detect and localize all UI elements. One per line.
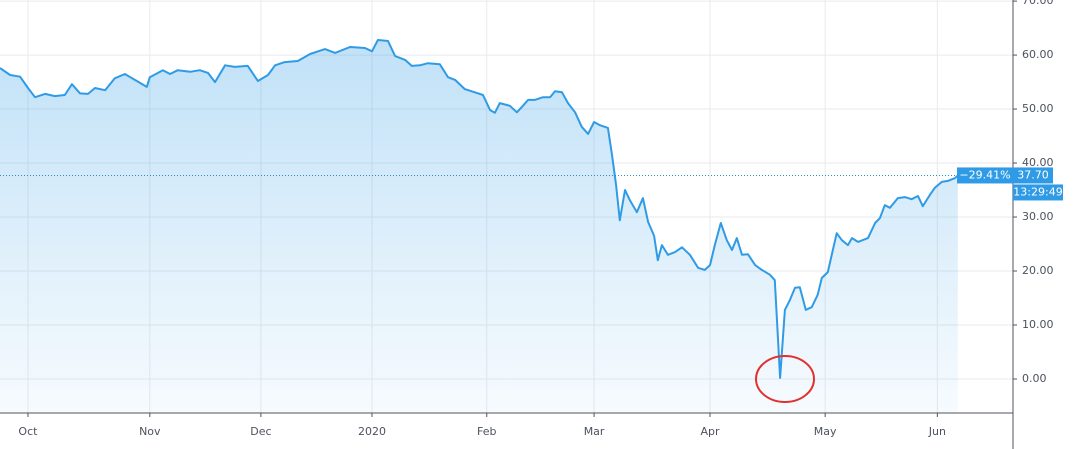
x-tick-label: 2020 xyxy=(358,425,386,438)
x-tick-label: Mar xyxy=(584,425,605,438)
y-tick-label: 70.00 xyxy=(1022,0,1054,7)
y-tick-label: 20.00 xyxy=(1022,264,1054,277)
y-tick-label: 50.00 xyxy=(1022,102,1054,115)
price-badge xyxy=(1013,167,1053,184)
y-tick-label: 0.00 xyxy=(1022,372,1047,385)
y-tick-label: 60.00 xyxy=(1022,48,1054,61)
plot xyxy=(0,39,1013,413)
area xyxy=(0,40,958,413)
countdown: 13:29:49 xyxy=(1013,185,1062,198)
x-tick-label: Jun xyxy=(928,425,946,438)
axes: 0.00 10.00 20.00 30.00 40.00 50.00 60.00 70.00 O… xyxy=(18,0,1063,438)
line xyxy=(0,39,959,379)
x-tick-label: Oct xyxy=(18,425,38,438)
y-tick-label: 30.00 xyxy=(1022,210,1054,223)
x-tick-label: Nov xyxy=(139,425,161,438)
x-tick-label: Dec xyxy=(250,425,271,438)
y-tick-label: 40.00 xyxy=(1022,156,1054,169)
x-tick-label: May xyxy=(814,425,837,438)
x-tick-label: Apr xyxy=(700,425,720,438)
x-tick-label: Feb xyxy=(477,425,496,438)
change-label: −29.41% xyxy=(959,168,1010,181)
change-badge xyxy=(957,167,1013,184)
countdown-badge xyxy=(1013,184,1063,201)
price-label: 37.70 xyxy=(1017,168,1049,181)
highlight-circle xyxy=(755,355,815,403)
y-tick-label: 10.00 xyxy=(1022,318,1054,331)
